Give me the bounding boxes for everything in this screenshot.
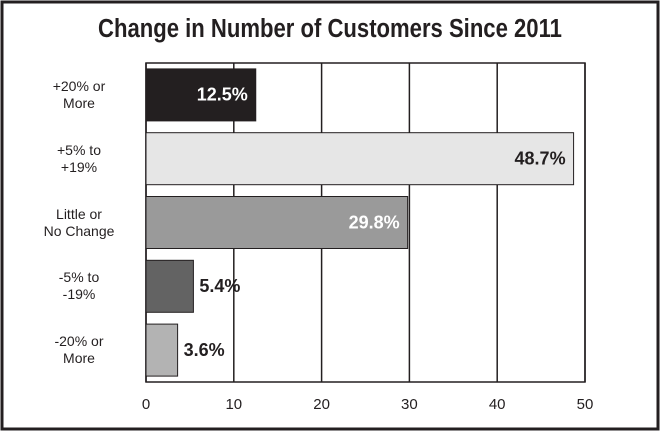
- value-label: 29.8%: [349, 212, 400, 232]
- value-label: 3.6%: [184, 340, 225, 360]
- chart-title: Change in Number of Customers Since 2011: [98, 14, 562, 43]
- y-tick-label: +20% or More: [52, 77, 106, 111]
- x-tick-label: 40: [489, 396, 506, 413]
- y-tick-label: +5% to +19%: [57, 141, 101, 175]
- x-tick-label: 0: [142, 396, 150, 413]
- bar: [145, 259, 194, 313]
- bar: [145, 132, 575, 186]
- y-tick-label: -20% or More: [54, 333, 104, 367]
- value-label: 48.7%: [515, 148, 566, 168]
- value-label: 5.4%: [199, 276, 240, 296]
- value-label: 12.5%: [197, 85, 248, 105]
- x-tick-label: 30: [401, 396, 418, 413]
- x-tick-label: 50: [577, 396, 594, 413]
- bar: [145, 68, 257, 122]
- x-tick-label: 20: [313, 396, 330, 413]
- y-tick-label: Little or No Change: [43, 205, 115, 239]
- y-tick-label: -5% to -19%: [58, 269, 100, 303]
- x-tick-label: 10: [225, 396, 242, 413]
- bar: [145, 323, 179, 377]
- bar: [145, 196, 409, 249]
